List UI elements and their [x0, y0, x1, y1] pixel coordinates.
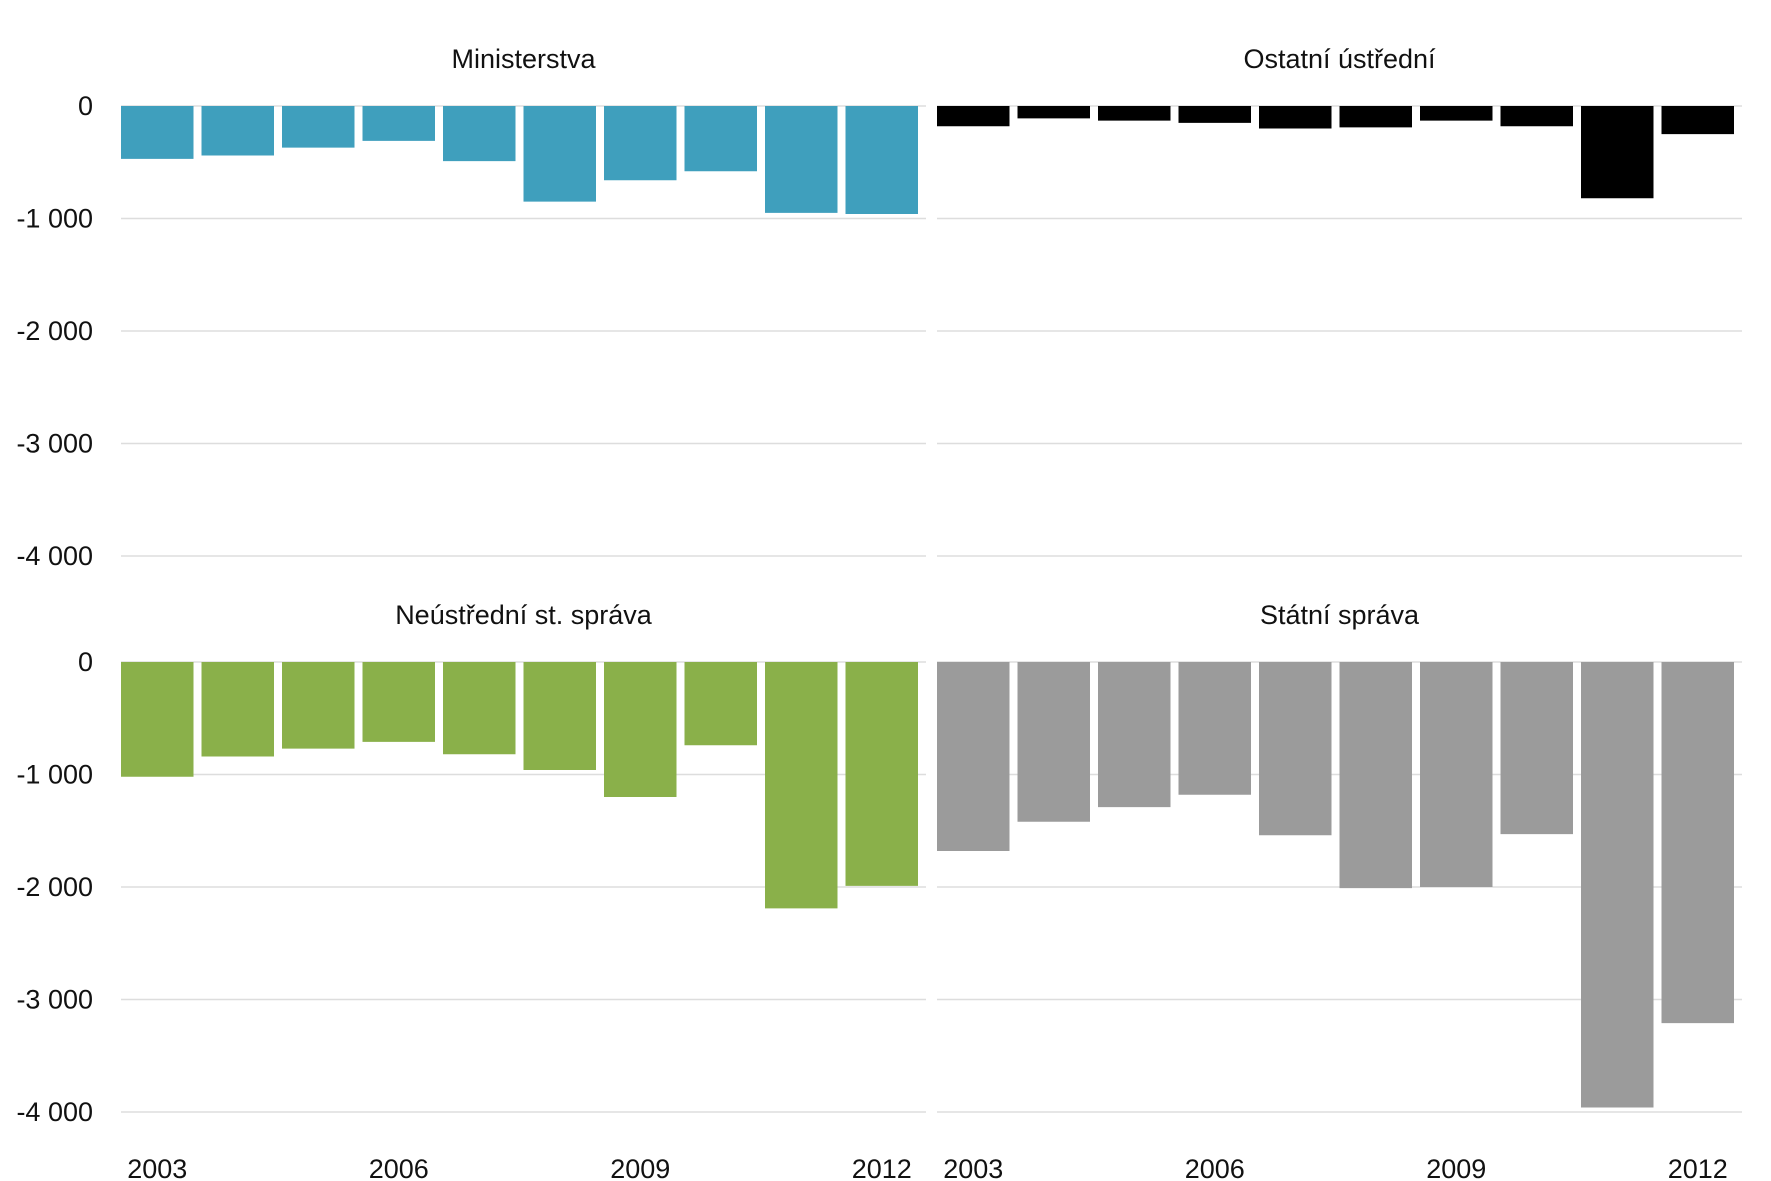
bar-2010 [1500, 662, 1573, 835]
panel-title: Ministerstva [451, 44, 596, 74]
y-tick-label: -1 000 [16, 760, 93, 790]
x-tick-label: 2003 [943, 1154, 1003, 1181]
bar-2004 [201, 106, 274, 156]
x-tick-label: 2006 [1185, 1154, 1245, 1181]
y-tick-label: -3 000 [16, 985, 93, 1015]
y-tick-label: 0 [78, 647, 93, 677]
bar-2009 [604, 106, 677, 181]
bar-2006 [362, 106, 435, 141]
x-tick-label: 2012 [1668, 1154, 1728, 1181]
bar-2005 [282, 106, 355, 148]
panel-4: Státní správa [937, 600, 1742, 1113]
y-tick-label: -4 000 [16, 1097, 93, 1127]
bar-2007 [1259, 106, 1332, 129]
panel-title: Státní správa [1260, 600, 1420, 630]
bar-2003 [121, 662, 194, 777]
bar-2008 [1339, 106, 1412, 128]
x-tick-label: 2012 [852, 1154, 912, 1181]
panel-title: Ostatní ústřední [1243, 44, 1436, 74]
bar-2004 [201, 662, 274, 757]
bar-2011 [1581, 662, 1654, 1108]
bar-2003 [937, 106, 1010, 127]
bar-2009 [1420, 106, 1493, 121]
bar-2011 [1581, 106, 1654, 199]
panel-1: Ministerstva [121, 44, 926, 557]
y-tick-label: -4 000 [16, 541, 93, 571]
bar-2010 [1500, 106, 1573, 127]
bar-2012 [1661, 662, 1734, 1024]
bar-2005 [1098, 106, 1171, 121]
panel-title: Neústřední st. správa [395, 600, 653, 630]
bar-2006 [1178, 662, 1251, 795]
y-tick-label: -2 000 [16, 316, 93, 346]
bar-2006 [1178, 106, 1251, 123]
bar-2012 [845, 662, 918, 886]
bar-2007 [443, 106, 516, 162]
x-tick-label: 2003 [127, 1154, 187, 1181]
bar-2005 [282, 662, 355, 749]
bar-2009 [604, 662, 677, 797]
bar-2006 [362, 662, 435, 742]
bar-2008 [1339, 662, 1412, 889]
y-tick-label: 0 [78, 91, 93, 121]
bar-2004 [1017, 106, 1090, 119]
y-tick-label: -2 000 [16, 872, 93, 902]
bar-2012 [1661, 106, 1734, 135]
bar-2003 [937, 662, 1010, 851]
bar-2009 [1420, 662, 1493, 887]
panel-3: Neústřední st. správa [121, 600, 926, 1113]
bar-2011 [765, 662, 838, 909]
bar-2007 [1259, 662, 1332, 836]
bar-2007 [443, 662, 516, 755]
bar-2008 [523, 662, 596, 770]
bar-2010 [684, 106, 757, 172]
x-tick-label: 2006 [369, 1154, 429, 1181]
bar-2011 [765, 106, 838, 213]
y-tick-label: -3 000 [16, 429, 93, 459]
bar-2012 [845, 106, 918, 214]
panel-2: Ostatní ústřední [937, 44, 1742, 557]
x-tick-label: 2009 [1426, 1154, 1486, 1181]
bar-2008 [523, 106, 596, 202]
bar-2003 [121, 106, 194, 159]
bar-2010 [684, 662, 757, 746]
x-tick-label: 2009 [610, 1154, 670, 1181]
bar-2004 [1017, 662, 1090, 822]
y-tick-label: -1 000 [16, 204, 93, 234]
bar-2005 [1098, 662, 1171, 808]
